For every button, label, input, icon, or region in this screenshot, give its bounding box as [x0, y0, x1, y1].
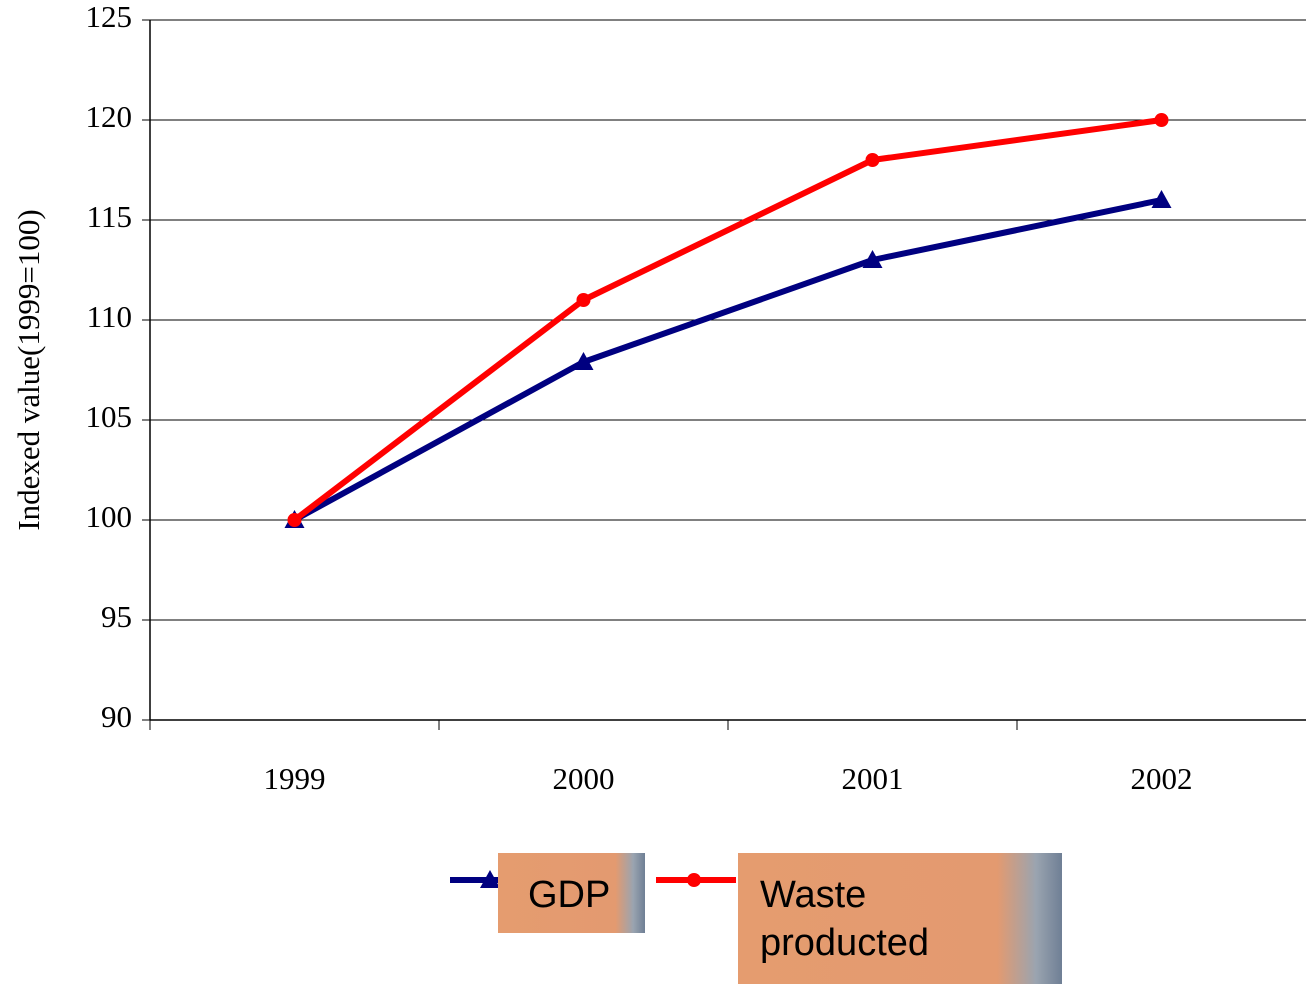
y-tick-label: 105 — [86, 399, 133, 434]
x-tick-label: 2001 — [842, 761, 904, 796]
marker — [576, 293, 591, 307]
x-tick-label: 2002 — [1131, 761, 1193, 796]
y-tick-label: 110 — [87, 299, 132, 334]
y-tick-label: 100 — [86, 499, 133, 534]
y-tick-label: 90 — [101, 699, 132, 734]
legend-label: GDP — [498, 853, 645, 933]
legend-marker — [480, 870, 500, 888]
legend-label: Waste producted — [738, 853, 1062, 984]
y-axis-label: Indexed value(1999=100) — [11, 209, 46, 530]
marker — [865, 153, 880, 167]
series-line — [293, 197, 1163, 523]
marker — [1151, 190, 1172, 208]
y-tick-label: 115 — [87, 199, 132, 234]
y-tick-label: 120 — [86, 99, 133, 134]
y-tick-label: 125 — [86, 0, 133, 34]
series-line — [292, 117, 1162, 523]
y-tick-label: 95 — [101, 599, 132, 634]
marker — [287, 513, 302, 527]
marker — [862, 250, 883, 268]
marker — [1154, 113, 1169, 127]
marker — [573, 352, 594, 370]
legend-marker — [687, 873, 701, 887]
x-tick-label: 2000 — [553, 761, 615, 796]
x-tick-label: 1999 — [264, 761, 326, 796]
